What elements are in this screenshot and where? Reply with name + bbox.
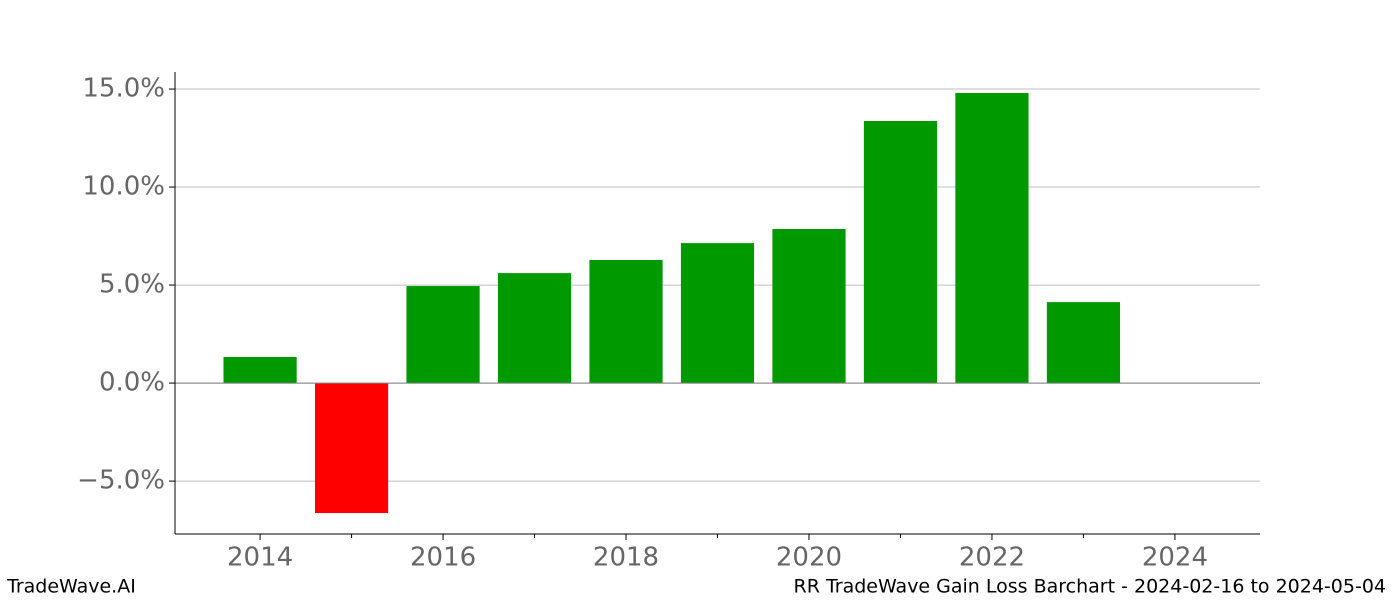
y-tick-label: −5.0% [77, 466, 165, 496]
y-tick-label: 5.0% [99, 270, 165, 300]
source-label: TradeWave.AI [6, 576, 136, 598]
x-tick-label: 2022 [959, 543, 1025, 573]
bar [223, 357, 297, 384]
bar [589, 259, 663, 384]
x-tick-label: 2024 [1142, 543, 1208, 573]
bar [680, 243, 755, 384]
y-tick-label: 10.0% [82, 172, 165, 202]
y-tick-label: 0.0% [99, 368, 165, 398]
bar [1046, 302, 1121, 384]
bar [772, 229, 846, 384]
x-tick-label: 2018 [593, 543, 659, 573]
bar [314, 383, 389, 514]
bar [955, 92, 1029, 384]
bar [497, 273, 572, 384]
chart-title: RR TradeWave Gain Loss Barchart - 2024-0… [794, 576, 1386, 598]
bar [406, 286, 480, 384]
x-tick-label: 2020 [776, 543, 842, 573]
y-tick-label: 15.0% [82, 74, 165, 104]
bar [863, 121, 938, 384]
x-tick-label: 2014 [227, 543, 293, 573]
x-tick-label: 2016 [410, 543, 476, 573]
